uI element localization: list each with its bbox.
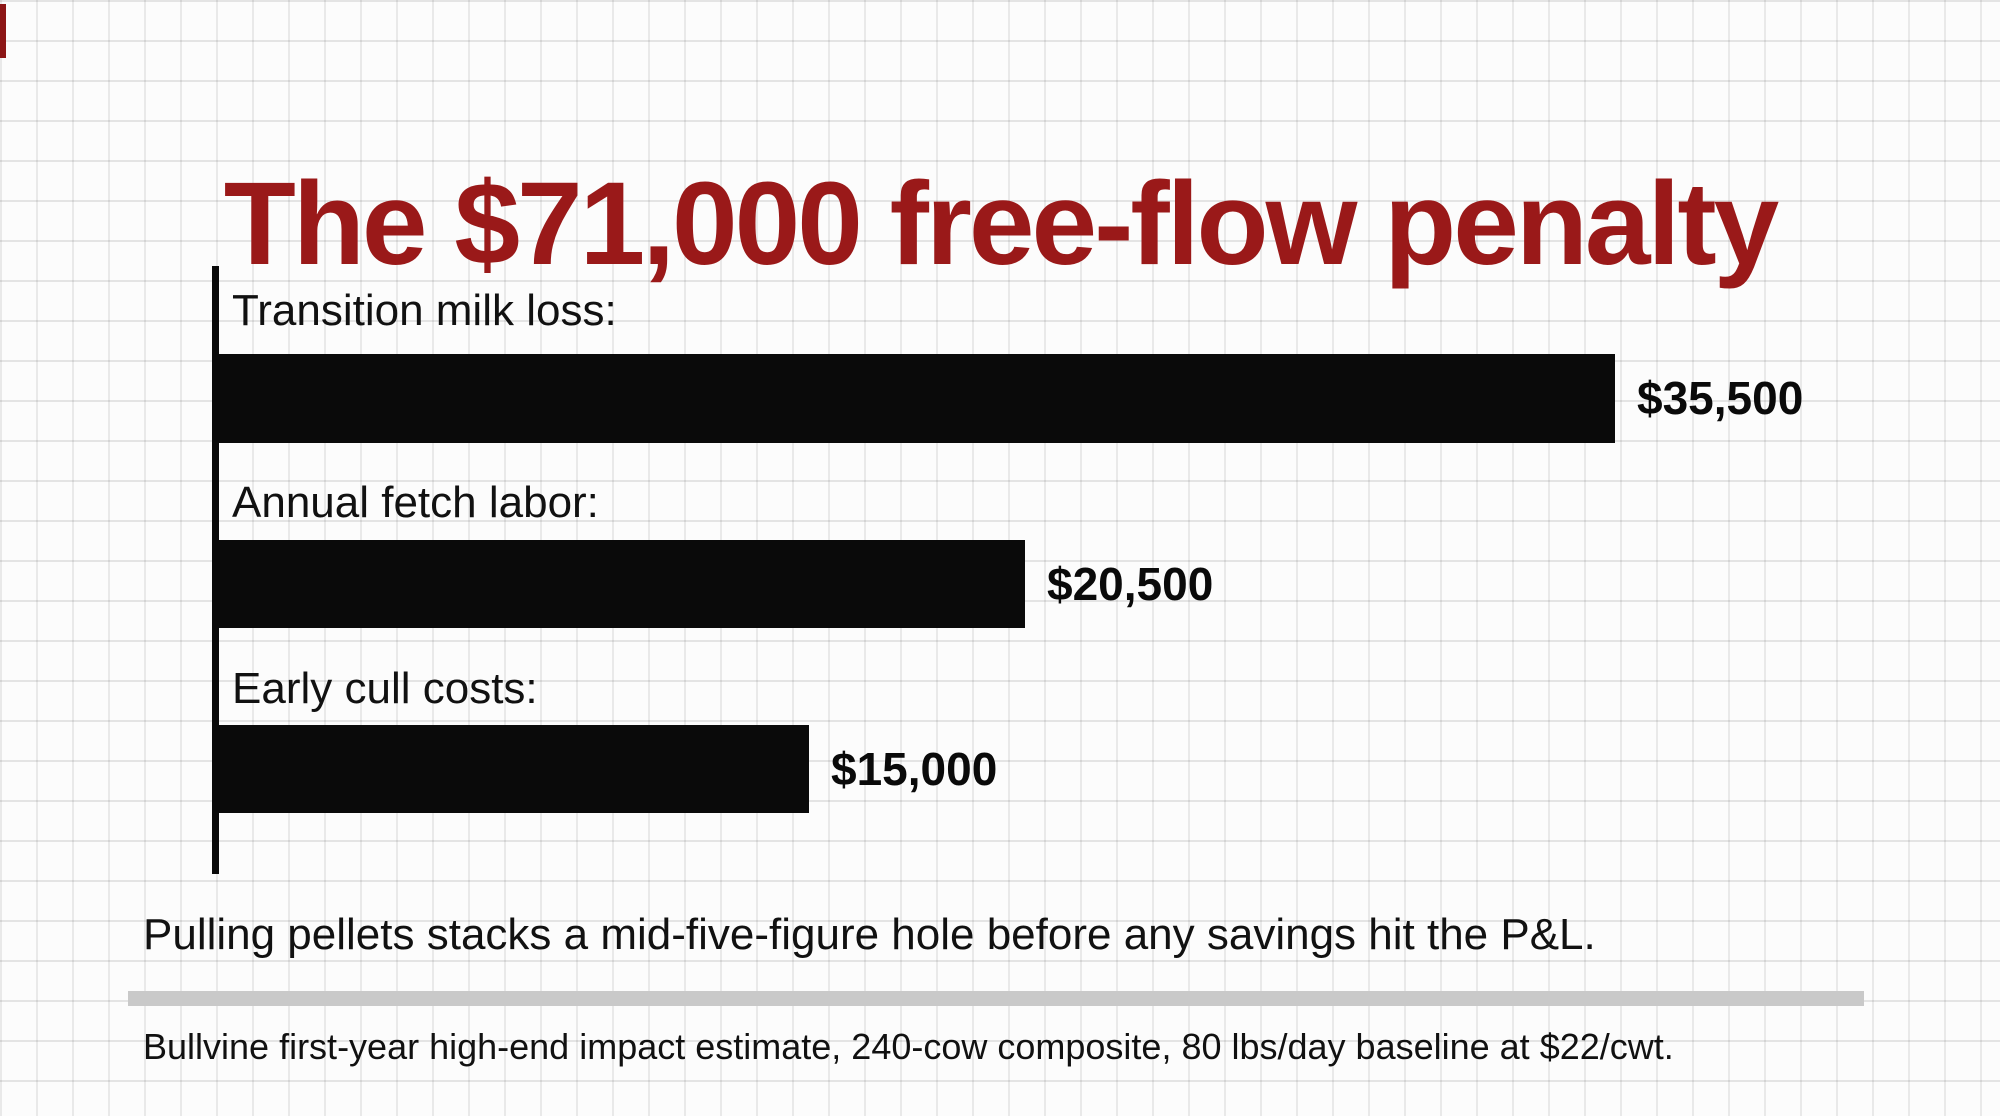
bar-annual-fetch-labor	[219, 540, 1025, 628]
bar-early-cull-costs	[219, 725, 809, 813]
bar-transition-milk-loss	[219, 354, 1615, 443]
left-edge-red-artifact	[0, 4, 6, 58]
divider-bar	[128, 991, 1864, 1006]
caption-text: Pulling pellets stacks a mid-five-figure…	[143, 910, 1596, 959]
bar-value: $15,000	[831, 743, 998, 795]
chart-y-axis-line	[212, 266, 219, 874]
source-note: Bullvine first-year high-end impact esti…	[143, 1026, 1674, 1067]
bar-value: $35,500	[1637, 372, 1804, 424]
bar-label: Early cull costs:	[232, 664, 538, 713]
bar-label: Annual fetch labor:	[232, 478, 599, 527]
page-title: The $71,000 free-flow penalty	[223, 158, 1780, 291]
bar-label: Transition milk loss:	[232, 286, 617, 335]
bar-value: $20,500	[1047, 558, 1214, 610]
